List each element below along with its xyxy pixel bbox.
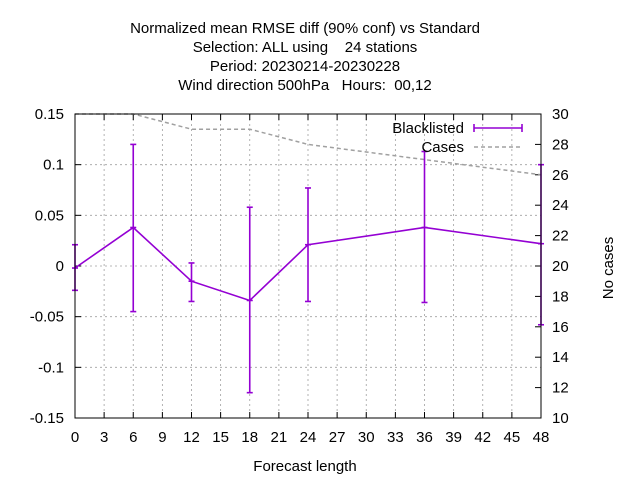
plot-frame [74, 113, 542, 419]
y2-tick-label: 20 [552, 258, 569, 275]
x-tick-label: 27 [329, 429, 346, 446]
x-tick-label: 33 [387, 429, 404, 446]
y-tick-label: 0 [56, 258, 64, 275]
y2-tick-label: 12 [552, 380, 569, 397]
y2-tick-label: 28 [552, 136, 569, 153]
y2-tick-label: 10 [552, 410, 569, 427]
y-tick-label: -0.1 [38, 359, 64, 376]
x-tick-label: 0 [71, 429, 79, 446]
y2-tick-label: 14 [552, 349, 569, 366]
title-line-4: Wind direction 500hPa Hours: 00,12 [178, 77, 431, 94]
title-line-1: Normalized mean RMSE diff (90% conf) vs … [130, 20, 480, 37]
x-tick-label: 6 [129, 429, 137, 446]
y-tick-label: 0.1 [43, 157, 64, 174]
x-tick-label: 42 [474, 429, 491, 446]
x-tick-label: 21 [271, 429, 288, 446]
x-tick-label: 24 [300, 429, 317, 446]
x-axis-label: Forecast length [253, 458, 356, 475]
title-line-2: Selection: ALL using 24 stations [193, 39, 418, 56]
x-tick-label: 45 [504, 429, 521, 446]
x-tick-label: 30 [358, 429, 375, 446]
legend-label-blacklisted: Blacklisted [392, 120, 464, 137]
y2-axis-label: No cases [600, 237, 617, 300]
y-tick-label: 0.15 [35, 106, 64, 123]
x-tick-label: 3 [100, 429, 108, 446]
y2-tick-label: 22 [552, 228, 569, 245]
x-tick-label: 9 [158, 429, 166, 446]
x-tick-label: 15 [212, 429, 229, 446]
tick-layer: 0 3 6 9 12 15 18 21 24 27 30 33 36 39 42 45 48-0.15-0.1-… [30, 106, 569, 446]
cases-line [75, 113, 542, 176]
y-tick-label: -0.15 [30, 410, 64, 427]
y2-tick-label: 30 [552, 106, 569, 123]
x-tick-label: 48 [533, 429, 550, 446]
y2-tick-label: 26 [552, 167, 569, 184]
legend: Blacklisted Cases [392, 120, 523, 156]
y2-tick-label: 24 [552, 197, 569, 214]
title-line-3: Period: 20230214-20230228 [210, 58, 400, 75]
x-tick-label: 39 [445, 429, 462, 446]
y-tick-label: -0.05 [30, 309, 64, 326]
x-tick-label: 36 [416, 429, 433, 446]
y2-tick-label: 16 [552, 319, 569, 336]
y-tick-label: 0.05 [35, 207, 64, 224]
legend-label-cases: Cases [421, 139, 464, 156]
chart-title: Normalized mean RMSE diff (90% conf) vs … [130, 20, 480, 94]
x-tick-label: 12 [183, 429, 200, 446]
x-tick-label: 18 [241, 429, 258, 446]
y2-tick-label: 18 [552, 288, 569, 305]
